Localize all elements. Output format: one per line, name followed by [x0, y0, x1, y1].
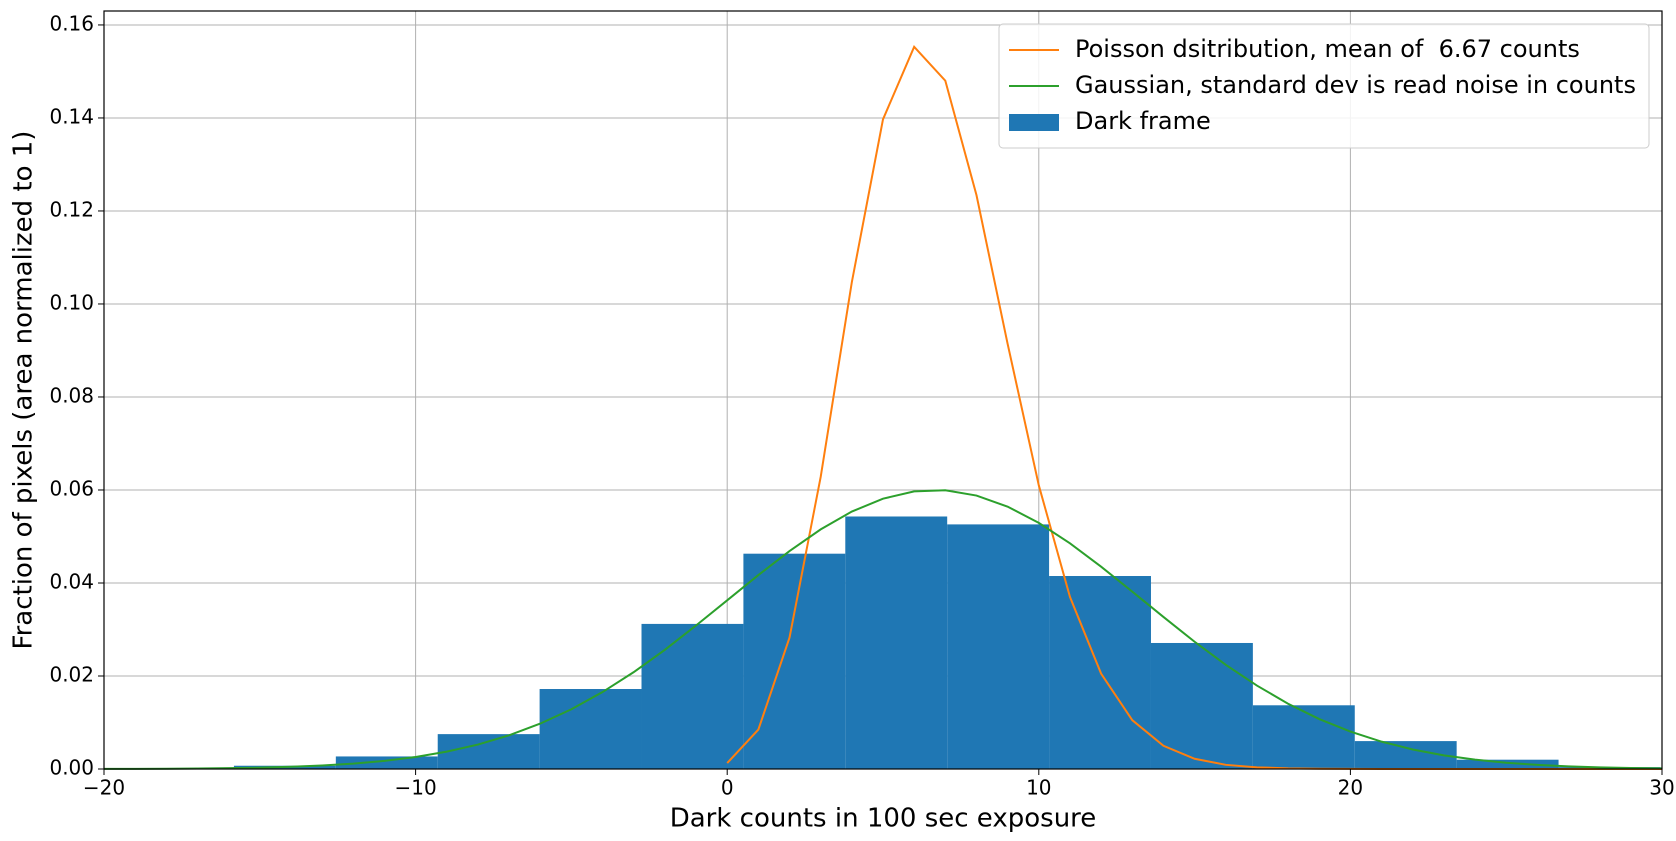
x-tick-label: 20 [1338, 776, 1363, 800]
histogram-bar [641, 623, 744, 769]
y-tick-label: 0.06 [49, 476, 94, 500]
histogram-bar [539, 689, 642, 769]
y-tick-label: 0.12 [49, 197, 94, 221]
histogram-bar [1252, 705, 1355, 769]
legend-label: Poisson dsitribution, mean of 6.67 count… [1075, 35, 1580, 63]
histogram-bar [437, 734, 540, 769]
x-tick-label: −10 [394, 776, 436, 800]
histogram-bar [743, 553, 846, 769]
x-tick-label: 10 [1026, 776, 1051, 800]
legend-swatch [1009, 114, 1059, 131]
y-tick-label: 0.10 [49, 290, 94, 314]
histogram-bar [947, 524, 1050, 769]
legend: Poisson dsitribution, mean of 6.67 count… [998, 23, 1650, 149]
histogram-bar [1456, 759, 1559, 769]
x-tick-label: 0 [721, 776, 734, 800]
line [103, 489, 1663, 770]
y-tick-label: 0.16 [49, 11, 94, 35]
y-tick-label: 0.04 [49, 569, 94, 593]
x-tick-label: −20 [83, 776, 125, 800]
axes-frame [103, 10, 1663, 770]
legend-box [998, 23, 1650, 149]
marks [103, 44, 1663, 770]
legend-label: Gaussian, standard dev is read noise in … [1075, 71, 1636, 99]
y-tick-label: 0.00 [49, 756, 94, 780]
y-axis-label: Fraction of pixels (area normalized to 1… [9, 131, 39, 650]
y-tick-label: 0.08 [49, 383, 94, 407]
histogram-bar [845, 516, 948, 769]
x-axis-label: Dark counts in 100 sec exposure [670, 804, 1097, 834]
x-tick-label: 30 [1649, 776, 1674, 800]
histogram-bar [335, 756, 438, 769]
histogram-bar [1150, 642, 1253, 769]
legend-label: Dark frame [1075, 107, 1211, 135]
y-tick-label: 0.14 [49, 104, 94, 128]
y-tick-label: 0.02 [49, 662, 94, 686]
